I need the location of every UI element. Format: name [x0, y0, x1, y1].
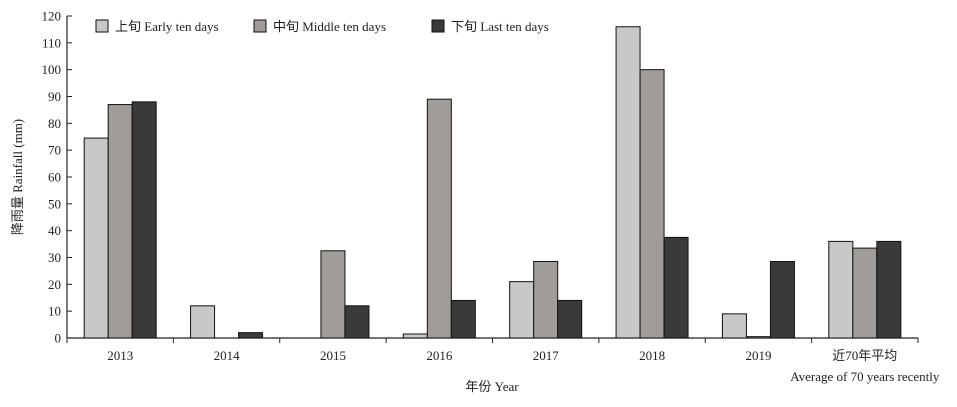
- x-tick-label: 2016: [426, 348, 453, 363]
- x-tick-sublabel: Average of 70 years recently: [790, 369, 940, 384]
- y-tick-label: 80: [48, 116, 61, 131]
- legend-label: 上旬 Early ten days: [115, 19, 219, 34]
- bars: [83, 26, 902, 339]
- bar-middle-2013: [107, 104, 133, 339]
- x-tick-label: 2018: [639, 348, 665, 363]
- bar-early-2014: [190, 305, 216, 339]
- bar-last-近70年平均: [876, 240, 902, 339]
- bar-last-2017: [557, 299, 583, 339]
- bar-middle-2016: [426, 98, 452, 339]
- legend-swatch: [431, 19, 445, 33]
- x-tick-label: 2015: [320, 348, 346, 363]
- x-tick-label: 近70年平均: [832, 348, 897, 363]
- bar-last-2015: [344, 305, 370, 339]
- axes: 0 10 20 30 40 50 60 70 80 90 100 110 120 2013 2014 2015…: [42, 9, 940, 385]
- bar-middle-近70年平均: [852, 247, 878, 339]
- bar-last-2018: [663, 236, 689, 339]
- y-tick-label: 120: [42, 9, 62, 24]
- bar-middle-2017: [533, 261, 559, 339]
- y-tick-label: 50: [48, 196, 61, 211]
- bar-early-近70年平均: [828, 240, 854, 339]
- bar-middle-2018: [639, 69, 665, 339]
- y-axis-title: 降雨量 Rainfall (mm): [10, 119, 25, 235]
- x-axis-title: 年份 Year: [465, 379, 519, 394]
- bar-last-2013: [131, 101, 157, 339]
- y-tick-label: 40: [48, 223, 61, 238]
- bar-early-2017: [509, 281, 535, 339]
- bar-last-2019: [769, 261, 795, 339]
- legend-swatch: [253, 19, 267, 33]
- bar-last-2014: [238, 332, 264, 339]
- legend: 上旬 Early ten days 中旬 Middle ten days 下旬 La…: [95, 19, 549, 34]
- x-tick-label: 2013: [107, 348, 133, 363]
- y-tick-label: 20: [48, 277, 61, 292]
- bar-middle-2019: [745, 336, 771, 339]
- bar-early-2019: [721, 313, 747, 339]
- y-tick-label: 110: [42, 35, 61, 50]
- x-tick-label: 2019: [745, 348, 771, 363]
- bar-early-2018: [615, 26, 641, 339]
- x-tick-label: 2014: [214, 348, 241, 363]
- y-tick-label: 100: [42, 62, 62, 77]
- y-tick-label: 90: [48, 89, 61, 104]
- bar-early-2013: [83, 137, 109, 339]
- legend-label: 中旬 Middle ten days: [273, 19, 386, 34]
- x-tick-label: 2017: [533, 348, 560, 363]
- bar-early-2016: [402, 333, 428, 339]
- y-tick-label: 70: [48, 143, 61, 158]
- legend-label: 下旬 Last ten days: [451, 19, 549, 34]
- y-tick-label: 30: [48, 250, 61, 265]
- legend-swatch: [95, 19, 109, 33]
- bar-last-2016: [450, 299, 476, 339]
- y-tick-label: 0: [55, 331, 62, 346]
- bar-middle-2015: [320, 250, 346, 339]
- y-tick-label: 10: [48, 304, 61, 319]
- y-tick-label: 60: [48, 170, 61, 185]
